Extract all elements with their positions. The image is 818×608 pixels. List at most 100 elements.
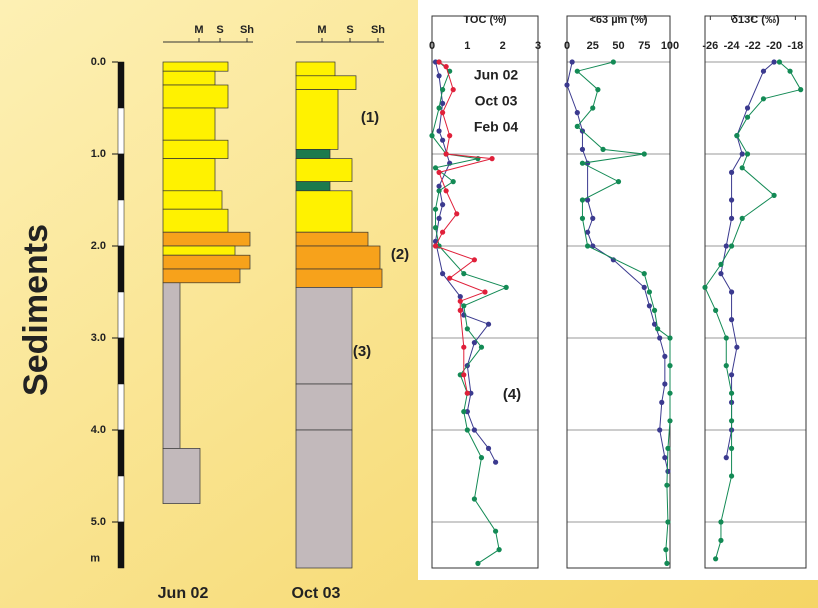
log-column-label: M — [317, 24, 326, 36]
log-column-label: Sh — [371, 24, 385, 36]
annotation: (2) — [391, 246, 409, 263]
data-point — [580, 197, 585, 202]
log-layer — [296, 90, 338, 150]
section-title: Sediments — [17, 224, 55, 396]
data-point — [713, 308, 718, 313]
scale-segment — [118, 108, 124, 154]
depth-tick-label: 0.0 — [91, 56, 106, 68]
data-point — [590, 216, 595, 221]
data-point — [664, 483, 669, 488]
x-tick-label: 50 — [612, 40, 624, 52]
data-point — [662, 381, 667, 386]
log-layer — [163, 232, 250, 246]
data-point — [745, 115, 750, 120]
data-point — [745, 151, 750, 156]
log-layer — [163, 269, 240, 283]
log-layer — [163, 448, 200, 503]
data-point — [440, 271, 445, 276]
data-point — [444, 151, 449, 156]
data-point — [440, 110, 445, 115]
x-tick-label: 75 — [638, 40, 650, 52]
data-point — [585, 243, 590, 248]
depth-tick-label: 2.0 — [91, 240, 106, 252]
log-layer — [296, 232, 368, 246]
data-point — [647, 289, 652, 294]
depth-unit: m — [90, 553, 100, 565]
data-point — [659, 400, 664, 405]
data-point — [787, 69, 792, 74]
data-point — [575, 110, 580, 115]
log-layer — [163, 191, 222, 209]
log-layer — [163, 71, 215, 85]
x-tick-label: -20 — [766, 40, 782, 52]
data-point — [657, 335, 662, 340]
data-point — [718, 271, 723, 276]
scale-segment — [118, 338, 124, 384]
legend-entry: Jun 02 — [474, 67, 519, 83]
log-layer — [296, 246, 380, 269]
data-point — [440, 202, 445, 207]
chart-title: TOC (%) — [463, 14, 507, 26]
data-point — [458, 294, 463, 299]
data-point — [472, 257, 477, 262]
depth-tick-label: 4.0 — [91, 424, 106, 436]
legend-entry: Oct 03 — [475, 93, 518, 109]
data-point — [724, 363, 729, 368]
data-point — [580, 216, 585, 221]
data-point — [734, 133, 739, 138]
data-point — [652, 308, 657, 313]
data-point — [729, 473, 734, 478]
data-point — [461, 303, 466, 308]
data-point — [454, 211, 459, 216]
data-point — [595, 87, 600, 92]
data-point — [482, 289, 487, 294]
data-point — [447, 276, 452, 281]
data-point — [433, 243, 438, 248]
x-tick-label: -22 — [745, 40, 761, 52]
data-point — [664, 561, 669, 566]
data-point — [440, 87, 445, 92]
data-point — [461, 409, 466, 414]
data-point — [436, 105, 441, 110]
data-point — [761, 69, 766, 74]
data-point — [465, 391, 470, 396]
data-point — [665, 469, 670, 474]
x-tick-label: -26 — [702, 40, 718, 52]
x-tick-label: -24 — [724, 40, 741, 52]
data-point — [772, 193, 777, 198]
data-point — [729, 391, 734, 396]
data-point — [740, 216, 745, 221]
data-point — [436, 216, 441, 221]
scale-segment — [118, 522, 124, 568]
data-point — [486, 446, 491, 451]
log-layer — [163, 159, 215, 191]
data-point — [590, 105, 595, 110]
x-tick-label: 25 — [587, 40, 599, 52]
data-point — [662, 354, 667, 359]
data-point — [611, 59, 616, 64]
data-point — [655, 326, 660, 331]
log-layer — [163, 209, 228, 232]
data-point — [729, 418, 734, 423]
log-layer — [163, 246, 235, 255]
log-layer — [163, 108, 215, 140]
log-column-label: Sh — [240, 24, 254, 36]
data-point — [662, 455, 667, 460]
log-name: Jun 02 — [158, 585, 209, 602]
data-point — [433, 225, 438, 230]
data-point — [729, 446, 734, 451]
chart-title: δ13C (‰) — [731, 14, 780, 26]
log-layer — [296, 62, 335, 76]
data-point — [504, 285, 509, 290]
data-point — [729, 170, 734, 175]
data-point — [740, 151, 745, 156]
data-point — [465, 427, 470, 432]
data-point — [718, 519, 723, 524]
data-point — [444, 64, 449, 69]
data-point — [564, 82, 569, 87]
data-point — [461, 345, 466, 350]
data-point — [472, 496, 477, 501]
scale-segment — [118, 246, 124, 292]
data-point — [475, 561, 480, 566]
data-point — [436, 188, 441, 193]
